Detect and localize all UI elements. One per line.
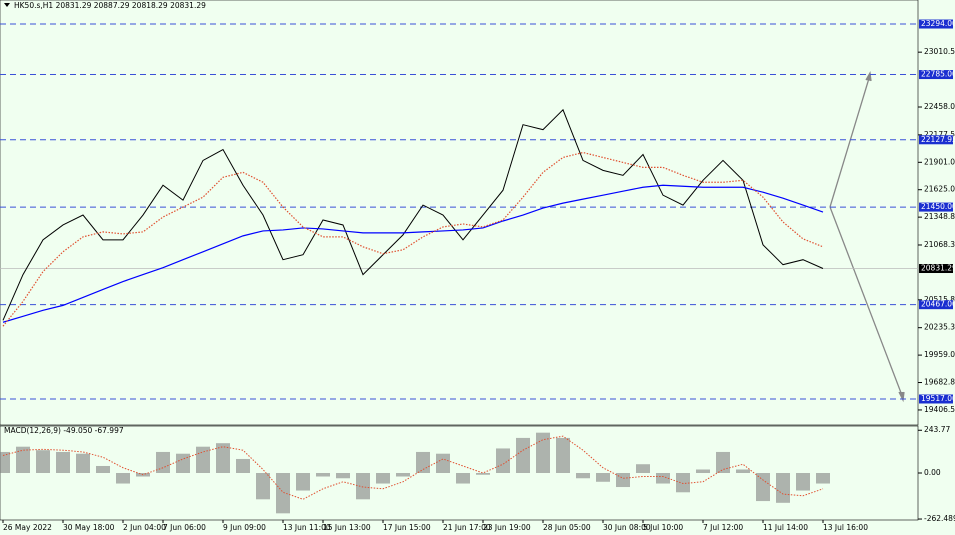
projection-arrows xyxy=(829,70,905,403)
macd-bar xyxy=(416,451,430,473)
x-tick-label: 2 Jun 04:00 xyxy=(123,523,166,532)
x-tick-label: 7 Jun 06:00 xyxy=(163,523,206,532)
level-tag xyxy=(919,394,953,404)
y-tick-label: 22177.55 xyxy=(924,130,955,139)
series-line xyxy=(2,108,824,321)
y-tick-label: 23010.55 xyxy=(924,47,955,56)
macd-bar xyxy=(36,450,50,473)
y-tick-label: 19682.80 xyxy=(924,378,955,387)
y-tick-label: 21625.05 xyxy=(924,185,955,194)
macd-bar xyxy=(396,473,410,477)
macd-bar xyxy=(336,473,350,479)
macd-bar xyxy=(776,473,790,503)
level-label: 20467.00 xyxy=(921,300,955,309)
y-tick-label: 21068.30 xyxy=(924,240,955,249)
y-tick-label: 19406.55 xyxy=(924,405,955,414)
x-tick-label: 28 Jun 05:00 xyxy=(543,523,591,532)
current-price-label: 20831.29 xyxy=(921,264,955,273)
level-label: 21450.00 xyxy=(921,202,955,211)
macd-bar xyxy=(696,469,710,473)
macd-bar xyxy=(276,473,290,514)
level-label: 23294.00 xyxy=(921,19,955,28)
y-tick-label: 21901.05 xyxy=(924,157,955,166)
x-tick-label: 13 Jun 11:00 xyxy=(283,523,331,532)
macd-bar xyxy=(796,473,810,491)
macd-title: MACD(12,26,9) -49.050 -67.997 xyxy=(4,426,124,435)
x-tick-label: 5 Jul 10:00 xyxy=(643,523,683,532)
macd-bar xyxy=(316,473,330,477)
macd-bar xyxy=(596,473,610,482)
x-tick-label: 30 May 18:00 xyxy=(63,523,115,532)
macd-bar xyxy=(176,453,190,473)
macd-bar xyxy=(496,448,510,473)
macd-bar xyxy=(196,446,210,473)
y-tick-label: 20235.30 xyxy=(924,323,955,332)
level-label: 19517.00 xyxy=(921,394,955,403)
macd-bar xyxy=(536,432,550,473)
macd-bar xyxy=(556,437,570,473)
series-line xyxy=(2,184,824,323)
x-tick-label: 21 Jun 17:00 xyxy=(443,523,491,532)
macd-bar xyxy=(296,473,310,491)
macd-bar xyxy=(516,437,530,473)
macd-bar xyxy=(736,469,750,473)
x-tick-label: 30 Jun 08:00 xyxy=(603,523,651,532)
macd-y-tick-label: 243.77 xyxy=(924,425,950,434)
macd-bar xyxy=(216,443,230,473)
macd-bar xyxy=(576,473,590,479)
macd-bar xyxy=(356,473,370,500)
level-label: 22785.00 xyxy=(921,70,955,79)
macd-bar xyxy=(56,451,70,473)
level-label: 22127.93 xyxy=(921,135,955,144)
series-line xyxy=(2,151,824,327)
y-tick-label: 21348.80 xyxy=(924,212,955,221)
macd-bar xyxy=(256,473,270,500)
x-tick-label: 9 Jun 09:00 xyxy=(223,523,266,532)
chart-title: HK50.s,H1 20831.29 20887.29 20818.29 208… xyxy=(14,1,206,10)
macd-bar xyxy=(96,465,110,473)
macd-bar xyxy=(456,473,470,484)
level-tag xyxy=(919,19,953,29)
y-tick-label: 22458.05 xyxy=(924,102,955,111)
y-tick-label: 19959.05 xyxy=(924,350,955,359)
macd-bar xyxy=(0,451,10,473)
macd-bar xyxy=(236,458,250,473)
level-tag xyxy=(919,202,953,212)
macd-y-tick-label: -262.489 xyxy=(924,514,955,523)
x-tick-label: 17 Jun 15:00 xyxy=(383,523,431,532)
level-tag xyxy=(919,135,953,145)
macd-bar xyxy=(116,473,130,484)
x-tick-label: 26 May 2022 xyxy=(3,523,52,532)
macd-bar xyxy=(716,451,730,473)
price-panel xyxy=(0,0,919,426)
x-tick-label: 11 Jul 14:00 xyxy=(763,523,808,532)
macd-bar xyxy=(436,453,450,473)
level-tag xyxy=(919,70,953,80)
macd-bar xyxy=(756,473,770,502)
current-price-tag xyxy=(919,264,953,274)
macd-bar xyxy=(676,473,690,493)
y-tick-label: 20515.80 xyxy=(924,295,955,304)
macd-bar xyxy=(156,451,170,473)
macd-bar xyxy=(76,453,90,473)
macd-bar xyxy=(16,446,30,473)
macd-bar xyxy=(816,473,830,484)
x-tick-label: 23 Jun 19:00 xyxy=(483,523,531,532)
level-tag xyxy=(919,300,953,310)
x-tick-label: 7 Jul 12:00 xyxy=(703,523,743,532)
macd-bar xyxy=(476,473,490,475)
x-tick-label: 15 Jun 13:00 xyxy=(323,523,371,532)
macd-bar xyxy=(636,464,650,473)
menu-arrow[interactable] xyxy=(4,3,10,7)
macd-signal xyxy=(2,435,824,500)
macd-bar xyxy=(656,473,670,484)
macd-bar xyxy=(616,473,630,488)
macd-bar xyxy=(376,473,390,484)
x-tick-label: 13 Jul 16:00 xyxy=(823,523,868,532)
macd-y-tick-label: 0.00 xyxy=(924,468,941,477)
